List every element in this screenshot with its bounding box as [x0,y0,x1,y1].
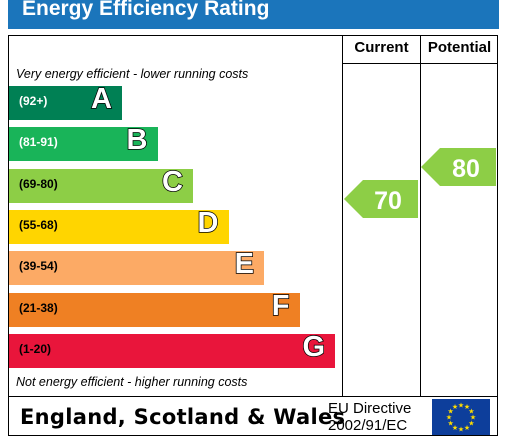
potential-rating-arrow: 80 [421,148,496,186]
rating-bar-f: (21-38) F [9,289,300,327]
eu-star-icon: ★ [464,403,470,411]
band-letter: D [197,206,219,240]
eu-star-icon: ★ [468,420,474,428]
eu-star-icon: ★ [447,420,453,428]
band-range-label: (1-20) [19,341,52,356]
chart-title: Energy Efficiency Rating [22,0,270,20]
band-letter: G [302,330,326,364]
eu-star-icon: ★ [452,403,458,411]
band-range-label: (39-54) [19,259,58,274]
eu-star-icon: ★ [452,424,458,432]
eu-star-icon: ★ [464,424,470,432]
bottom-note: Not energy efficient - higher running co… [16,375,248,389]
rating-bar-d: (55-68) D [9,206,229,244]
title-bar [8,0,499,29]
eu-directive: EU Directive 2002/91/EC [328,400,411,434]
band-range-label: (21-38) [19,300,58,315]
column-divider-current [342,35,343,397]
header-divider [342,63,498,64]
rating-bar-c: (69-80) C [9,165,193,203]
band-letter: A [90,82,112,116]
eu-star-icon: ★ [446,414,452,422]
eu-directive-line2: 2002/91/EC [328,417,408,434]
band-range-label: (55-68) [19,217,58,232]
eu-star-icon: ★ [470,414,476,422]
rating-bar-b: (81-91) B [9,124,158,162]
column-header-current: Current [354,39,409,56]
band-letter: C [161,165,183,199]
band-range-label: (69-80) [19,176,58,191]
rating-bar-g: (1-20) G [9,330,335,368]
current-rating-value: 70 [374,187,402,215]
eu-star-icon: ★ [458,402,464,410]
column-divider-potential [420,35,421,397]
band-range-label: (81-91) [19,135,58,150]
band-letter: B [126,124,148,158]
band-letter: E [234,247,255,281]
band-letter: F [271,289,290,323]
potential-rating-value: 80 [452,155,480,183]
current-rating-arrow: 70 [344,180,418,218]
rating-bar-e: (39-54) E [9,247,264,286]
eu-directive-line1: EU Directive [328,400,412,417]
rating-bar-a: (92+) A [9,82,122,120]
eu-flag-icon: ★★★★★★★★★ ★ ★★ [432,399,490,435]
eu-star-icon: ★ [468,408,474,416]
top-note: Very energy efficient - lower running co… [16,67,249,81]
eu-star-icon: ★ [447,408,453,416]
column-header-potential: Potential [427,39,492,56]
band-range-label: (92+) [19,94,48,108]
region-label: England, Scotland & Wales [20,405,346,429]
